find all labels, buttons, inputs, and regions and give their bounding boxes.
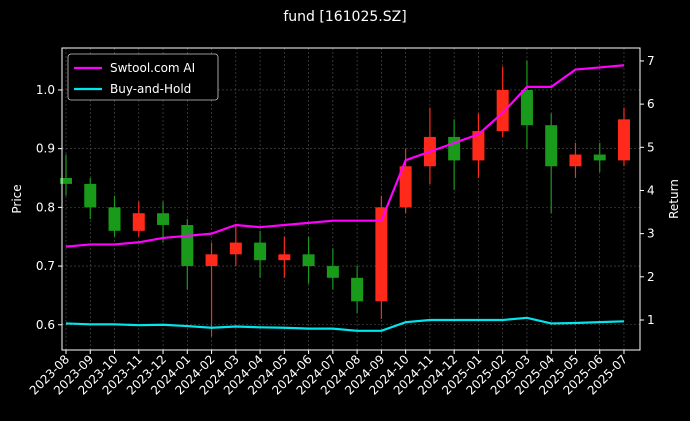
candle-body xyxy=(593,154,606,161)
candle-body xyxy=(302,254,315,267)
y2-tick-label: 3 xyxy=(647,227,655,241)
candle-body xyxy=(229,242,242,255)
candle-body xyxy=(205,254,218,267)
y2-axis-label: Return xyxy=(667,179,681,219)
chart-title: fund [161025.SZ] xyxy=(283,9,406,25)
y2-tick-label: 4 xyxy=(647,183,655,197)
y2-tick-label: 2 xyxy=(647,270,655,284)
y-axis-label: Price xyxy=(10,184,24,213)
legend-box xyxy=(67,53,219,101)
candle-body xyxy=(60,178,72,184)
candle-body xyxy=(399,166,412,208)
y2-tick-label: 7 xyxy=(647,54,655,68)
candle-body xyxy=(84,183,97,208)
candle-body xyxy=(617,119,630,161)
candle-body xyxy=(472,131,485,161)
candle-body xyxy=(254,242,267,261)
line-series xyxy=(65,64,625,248)
y2-tick-label: 1 xyxy=(647,313,655,327)
candle-body xyxy=(132,213,145,231)
y-tick-label: 0.6 xyxy=(36,318,55,332)
legend-label: Swtool.com AI xyxy=(110,61,195,75)
y2-tick-label: 6 xyxy=(647,97,655,111)
candle-body xyxy=(520,89,533,126)
plot-frame xyxy=(61,47,641,351)
candle-body xyxy=(545,125,558,167)
line-series xyxy=(65,316,625,332)
candle-body xyxy=(278,254,291,261)
candle-body xyxy=(496,89,509,132)
candle-body xyxy=(375,207,388,302)
y-tick-label: 0.7 xyxy=(36,259,55,273)
candle-body xyxy=(181,224,194,267)
candle-body xyxy=(157,213,170,225)
candle-body xyxy=(569,154,582,167)
candle-body xyxy=(351,277,364,302)
candle-body xyxy=(326,266,339,278)
y-tick-label: 1.0 xyxy=(36,83,55,97)
legend-label: Buy-and-Hold xyxy=(110,82,191,96)
y-tick-label: 0.9 xyxy=(36,142,55,156)
y2-tick-label: 5 xyxy=(647,140,655,154)
candle-body xyxy=(108,207,121,231)
y-tick-label: 0.8 xyxy=(36,200,55,214)
